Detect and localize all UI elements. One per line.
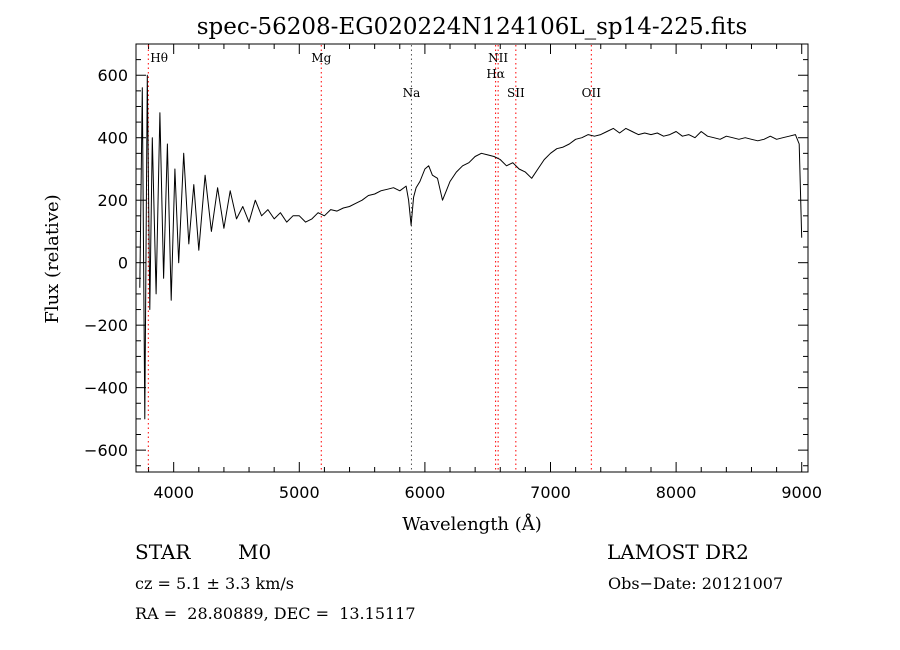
spectral-line-label: Hθ	[150, 51, 168, 65]
x-tick-label: 4000	[153, 483, 194, 502]
survey-label: LAMOST DR2	[607, 540, 749, 564]
y-tick-label: −400	[84, 379, 128, 398]
chart-title: spec-56208-EG020224N124106L_sp14-225.fit…	[197, 14, 748, 40]
x-tick-label: 5000	[279, 483, 320, 502]
spectral-line-label: Na	[403, 86, 421, 100]
y-tick-label: −200	[84, 316, 128, 335]
x-tick-label: 6000	[405, 483, 446, 502]
spectral-line-label: NII	[488, 51, 508, 65]
spectral-line-label: SII	[507, 86, 525, 100]
y-axis-label: Flux (relative)	[42, 194, 63, 323]
x-tick-label: 8000	[656, 483, 697, 502]
coordinates-label: RA = 28.80889, DEC = 13.15117	[135, 604, 416, 623]
redshift-label: cz = 5.1 ± 3.3 km/s	[135, 574, 294, 593]
spectral-line-label: Hα	[486, 67, 505, 81]
plot-frame	[135, 43, 809, 473]
y-tick-label: 0	[118, 254, 128, 273]
subclass-label: M0	[238, 540, 272, 564]
y-tick-label: 600	[97, 66, 128, 85]
y-tick-label: 400	[97, 129, 128, 148]
plot-area: 4000 5000 6000 7000 8000 9000 −600 −400 −200 0 200…	[84, 43, 822, 502]
obs-date-label: Obs−Date: 20121007	[608, 574, 784, 593]
x-tick-label: 7000	[530, 483, 571, 502]
spectral-line-label: Mg	[311, 51, 331, 65]
y-tick-label: 200	[97, 191, 128, 210]
x-tick-label: 9000	[781, 483, 822, 502]
class-label: STAR	[135, 540, 191, 564]
spectral-line-label: OII	[582, 86, 602, 100]
x-axis-label: Wavelength (Å)	[402, 513, 542, 535]
spectrum-flux-line	[139, 74, 803, 420]
y-tick-label: −600	[84, 441, 128, 460]
